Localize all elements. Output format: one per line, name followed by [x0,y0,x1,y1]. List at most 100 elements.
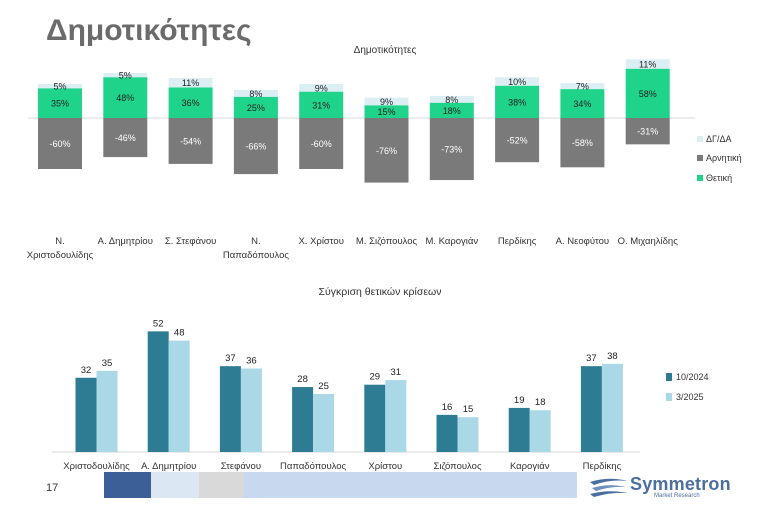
data-label-2025: 48 [174,328,185,339]
data-label-2025: 36 [246,355,257,366]
bar-2025 [240,368,262,452]
dk-data-label: 5% [119,71,132,81]
bar-dk-da [429,95,474,103]
dk-data-label: 10% [508,77,526,87]
positive-data-label: 34% [573,99,591,109]
bar-negative [364,118,409,183]
chart1-title: Δημοτικότητες [354,44,417,56]
data-label-2024: 29 [370,372,381,383]
data-label-2024: 37 [586,353,597,364]
bar-positive [299,91,344,118]
data-label-2024: 28 [297,374,308,385]
dk-data-label: 9% [315,83,328,93]
bar-positive [233,96,278,118]
data-label-2025: 35 [102,358,113,369]
category-label: Α. Νεοφύτου [556,236,609,247]
positive-data-label: 36% [182,98,200,108]
footer-bar-segment [244,472,577,498]
data-label-2024: 52 [153,318,164,329]
bar-2024 [219,366,241,452]
positive-data-label: 25% [247,103,265,113]
category-label: Ο. Μιχαηλίδης [618,236,679,247]
category-label: Χρίστου [368,461,402,472]
category-label: Σιζόπουλος [433,461,481,472]
bar-2024 [436,414,458,452]
data-label-2025: 31 [391,367,402,378]
positive-data-label: 35% [51,99,69,109]
data-label-2025: 25 [318,381,329,392]
footer-bar-segment [104,472,151,498]
legend-label: Θετική [706,173,732,183]
legend-label: Αρνητική [706,153,742,163]
negative-data-label: -31% [637,127,658,137]
bar-positive [495,85,540,118]
category-label: Μ. Καρογιάν [425,236,478,247]
data-label-2025: 18 [535,397,546,408]
legend-label: ΔΓ/ΔΑ [706,134,731,144]
legend-swatch [666,373,672,381]
negative-data-label: -58% [572,138,593,148]
negative-data-label: -52% [507,136,528,146]
bar-dk-da [364,97,409,106]
stacked-popularity-chart: Δημοτικότητες 35% 5% -60% Ν. Χριστοδουλίδης 48… [27,44,742,261]
bar-positive [168,87,213,118]
bar-negative [168,118,213,164]
legend-swatch [666,393,672,401]
bar-2024 [147,331,169,452]
bar-2025 [96,370,118,452]
bar-dk-da [38,84,82,89]
dk-data-label: 11% [182,78,199,88]
bar-2024 [75,377,97,452]
bar-dk-da [625,59,670,69]
positive-data-label: 15% [377,107,395,117]
bar-dk-da [103,72,148,78]
data-label-2024: 19 [514,395,525,406]
legend-swatch [697,136,703,142]
negative-data-label: -54% [180,136,201,146]
data-label-2025: 38 [607,351,618,362]
negative-data-label: -60% [311,139,332,149]
dk-data-label: 11% [639,60,656,70]
footer-bar-segment [151,472,199,498]
category-label: Παπαδόπουλος [280,461,346,472]
bar-dk-da [168,78,213,88]
dk-data-label: 8% [249,89,262,99]
bar-2024 [292,387,314,452]
category-label: Παπαδόπουλος [223,250,289,261]
bar-2025 [168,340,190,452]
data-label-2024: 32 [81,365,92,376]
dk-data-label: 8% [445,95,458,105]
negative-data-label: -46% [115,133,136,143]
positive-data-label: 18% [443,106,461,116]
legend-label: 3/2025 [676,392,704,402]
positive-data-label: 31% [312,100,330,110]
dk-data-label: 5% [53,82,66,92]
category-label: Ν. [251,236,261,247]
legend-label: 10/2024 [676,372,709,382]
bar-negative [38,118,82,169]
positive-data-label: 58% [639,89,657,99]
data-label-2024: 37 [225,353,236,364]
positive-data-label: 48% [116,93,134,103]
bar-positive [38,88,82,118]
bar-dk-da [233,89,278,97]
category-label: Σ. Στεφάνου [165,236,216,247]
bar-negative [233,118,278,175]
bar-negative [429,118,474,181]
bar-negative [103,118,148,158]
dk-data-label: 9% [380,97,393,107]
category-label: Α. Δημητρίου [141,461,196,472]
logo-swoosh-icon [590,478,628,497]
negative-data-label: -66% [245,142,266,152]
bar-2025 [601,363,623,452]
category-label: Περδίκης [583,461,622,472]
negative-data-label: -76% [376,146,397,156]
bar-dk-da [560,83,605,90]
category-label: Χ. Χρίστου [298,236,343,247]
legend-swatch [697,175,703,181]
footer-bar-segment [199,472,244,498]
category-label: Χριστοδουλίδης [27,250,94,261]
bar-dk-da [495,77,540,86]
category-label: Καρογιάν [510,461,550,472]
bar-positive [429,102,474,118]
